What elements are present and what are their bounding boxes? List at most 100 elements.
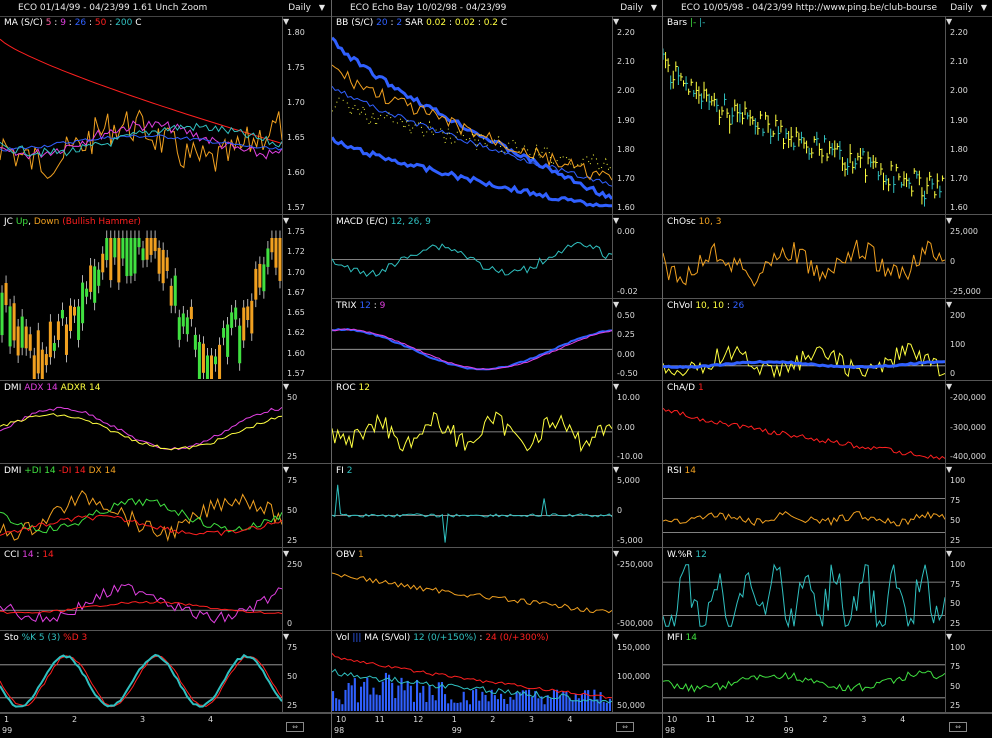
indicator-label[interactable]: W.%R 12 <box>667 550 707 560</box>
indicator-label[interactable]: MACD (E/C) 12, 26, 9 <box>336 217 431 227</box>
candle-body <box>60 309 64 319</box>
dropdown-arrow-icon[interactable]: ▼ <box>318 3 325 12</box>
panel-menu-icon[interactable]: ▼ <box>283 216 290 225</box>
indicator-label[interactable]: FI 2 <box>336 466 352 476</box>
ma-26-line <box>0 134 282 152</box>
vol-ma-24-line <box>332 653 612 699</box>
y-tick-label: 0.25 <box>617 330 635 340</box>
panel-menu-icon[interactable]: ▼ <box>613 382 620 391</box>
chart-header: ECO Echo Bay 10/02/98 - 04/23/99 Daily ▼ <box>332 0 663 17</box>
indicator-label[interactable]: JC Up, Down (Bullish Hammer) <box>4 217 141 227</box>
indicator-panel[interactable]: ChVol 10, 10 : 26 ▼ 200 100 0 <box>663 299 992 381</box>
indicator-panel[interactable]: RSI 14 ▼ 100 75 50 25 <box>663 464 992 548</box>
y-axis <box>945 299 946 380</box>
period-selector[interactable]: Daily <box>950 3 973 13</box>
indicator-panel[interactable]: FI 2 ▼ 5,000 0 -5,000 <box>332 464 663 548</box>
indicator-label[interactable]: TRIX 12 : 9 <box>336 301 385 311</box>
dropdown-arrow-icon[interactable]: ▼ <box>980 3 987 12</box>
indicator-panel[interactable]: TRIX 12 : 9 ▼ 0.50 0.25 0.00 -0.50 <box>332 299 663 381</box>
indicator-panel[interactable]: ROC 12 ▼ 10.00 0.00 -10.00 <box>332 381 663 464</box>
indicator-label[interactable]: MFI 14 <box>667 633 697 643</box>
panel-menu-icon[interactable]: ▼ <box>613 465 620 474</box>
y-tick-label: 100 <box>950 476 966 485</box>
panel-menu-icon[interactable]: ▼ <box>283 632 290 641</box>
volume-bar <box>394 698 397 711</box>
indicator-label-part: ChOsc <box>667 217 699 227</box>
x-axis: 10 11 12 1 2 3 4 98 99 ⇔ <box>663 713 992 735</box>
indicator-label-part: 26 <box>74 18 87 28</box>
panel-menu-icon[interactable]: ▼ <box>946 549 953 558</box>
indicator-panel[interactable]: BB (S/C) 20 : 2 SAR 0.02 : 0.02 : 0.2 C … <box>332 16 663 215</box>
indicator-panel[interactable]: ChA/D 1 ▼ -200,000 -300,000 -400,000 <box>663 381 992 464</box>
volume-bar <box>528 689 531 711</box>
indicator-label[interactable]: RSI 14 <box>667 466 696 476</box>
indicator-panel[interactable]: ChOsc 10, 3 ▼ 25,000 0 -25,000 <box>663 215 992 299</box>
panel-menu-icon[interactable]: ▼ <box>613 17 620 26</box>
indicator-panel[interactable]: W.%R 12 ▼ 100 75 50 25 <box>663 548 992 631</box>
indicator-label[interactable]: ChVol 10, 10 : 26 <box>667 301 744 311</box>
candle-body <box>254 268 258 300</box>
candle-body <box>77 306 81 340</box>
panel-menu-icon[interactable]: ▼ <box>613 216 620 225</box>
panel-menu-icon[interactable]: ▼ <box>946 216 953 225</box>
indicator-label[interactable]: ChOsc 10, 3 <box>667 217 721 227</box>
indicator-label[interactable]: ROC 12 <box>336 383 370 393</box>
y-tick-label: 0.00 <box>617 422 635 432</box>
panel-menu-icon[interactable]: ▼ <box>946 382 953 391</box>
panel-menu-icon[interactable]: ▼ <box>613 632 620 641</box>
chart-header: ECO 10/05/98 - 04/23/99 http://www.ping.… <box>663 0 992 17</box>
dropdown-arrow-icon[interactable]: ▼ <box>650 3 657 12</box>
y-tick-label: 50,000 <box>617 701 645 710</box>
panel-menu-icon[interactable]: ▼ <box>283 549 290 558</box>
trix-signal-line <box>332 328 612 370</box>
panel-menu-icon[interactable]: ▼ <box>946 300 953 309</box>
indicator-label[interactable]: Bars |- |- <box>667 18 705 28</box>
indicator-label[interactable]: CCI 14 : 14 <box>4 550 54 560</box>
indicator-panel[interactable]: OBV 1 ▼ -250,000 -500,000 <box>332 548 663 631</box>
indicator-panel[interactable]: MACD (E/C) 12, 26, 9 ▼ 0.00 -0.02 <box>332 215 663 299</box>
panel-menu-icon[interactable]: ▼ <box>946 465 953 474</box>
panel-menu-icon[interactable]: ▼ <box>283 17 290 26</box>
indicator-label-part: 2 <box>396 18 403 28</box>
indicator-panel[interactable]: DMI ADX 14 ADXR 14 ▼ 50 25 <box>0 381 331 464</box>
indicator-label[interactable]: DMI ADX 14 ADXR 14 <box>4 383 101 393</box>
indicator-label[interactable]: DMI +DI 14 -DI 14 DX 14 <box>4 466 116 476</box>
y-tick-label: -0.50 <box>617 369 638 378</box>
y-tick-label: 25 <box>287 536 298 545</box>
candle-body <box>109 238 113 281</box>
indicator-label[interactable]: Sto %K 5 (3) %D 3 <box>4 633 87 643</box>
y-tick-label: 1.90 <box>617 115 635 125</box>
indicator-panel[interactable]: MA (S/C) 5 : 9 : 26 : 50 : 200 C ▼ 1.80 1.… <box>0 16 331 215</box>
indicator-panel[interactable]: JC Up, Down (Bullish Hammer) ▼ 1.75 1.72 1.7… <box>0 215 331 381</box>
y-tick-label: 0.00 <box>617 349 635 359</box>
indicator-label[interactable]: Vol ||| MA (S/Vol) 12 (0/+150%) : 24 (0/… <box>336 633 549 643</box>
candle-body <box>258 263 262 288</box>
indicator-panel[interactable]: MFI 14 ▼ 100 75 50 25 <box>663 631 992 713</box>
panel-menu-icon[interactable]: ▼ <box>946 17 953 26</box>
panel-menu-icon[interactable]: ▼ <box>283 382 290 391</box>
volume-bar <box>332 691 335 711</box>
indicator-panel[interactable]: CCI 14 : 14 ▼ 250 0 <box>0 548 331 631</box>
indicator-panel[interactable]: Bars |- |- ▼ 2.20 2.10 2.00 1.90 1.80 1.70 1.60 <box>663 16 992 215</box>
indicator-label[interactable]: BB (S/C) 20 : 2 SAR 0.02 : 0.02 : 0.2 C <box>336 18 507 28</box>
panel-menu-icon[interactable]: ▼ <box>946 632 953 641</box>
indicator-label[interactable]: MA (S/C) 5 : 9 : 26 : 50 : 200 C <box>4 18 141 28</box>
indicator-label[interactable]: ChA/D 1 <box>667 383 704 393</box>
indicator-panel[interactable]: Vol ||| MA (S/Vol) 12 (0/+150%) : 24 (0/… <box>332 631 663 713</box>
period-selector[interactable]: Daily <box>288 3 311 13</box>
panel-menu-icon[interactable]: ▼ <box>283 465 290 474</box>
period-selector[interactable]: Daily <box>620 3 643 13</box>
scroll-handle-icon[interactable]: ⇔ <box>286 722 304 732</box>
scroll-handle-icon[interactable]: ⇔ <box>616 722 634 732</box>
panel-menu-icon[interactable]: ▼ <box>613 549 620 558</box>
candle-body <box>48 321 52 358</box>
y-tick-label: 2.10 <box>617 57 635 67</box>
scroll-handle-icon[interactable]: ⇔ <box>949 722 967 732</box>
panel-menu-icon[interactable]: ▼ <box>613 300 620 309</box>
y-tick-label: -200,000 <box>950 393 986 402</box>
y-tick-label: 1.60 <box>287 348 305 358</box>
indicator-panel[interactable]: Sto %K 5 (3) %D 3 ▼ 75 50 25 <box>0 631 331 713</box>
indicator-label[interactable]: OBV 1 <box>336 550 364 560</box>
indicator-panel[interactable]: DMI +DI 14 -DI 14 DX 14 ▼ 75 50 25 <box>0 464 331 548</box>
volume-bar <box>478 700 481 711</box>
